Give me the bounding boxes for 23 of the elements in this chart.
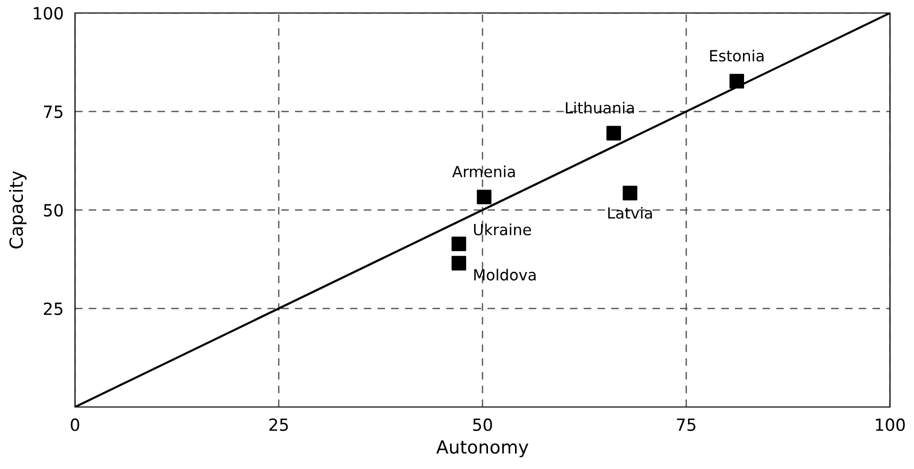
y-tick-label: 50 [44, 204, 63, 217]
annotation: Lithuania [566, 102, 634, 114]
point [729, 74, 744, 88]
x-tick-label: 0 [70, 418, 80, 432]
annotation: Ukraine [474, 224, 531, 236]
point [606, 126, 621, 140]
y-tick-label: 100 [34, 6, 63, 20]
y-tick-label: 25 [44, 302, 62, 316]
point [476, 190, 492, 204]
point [452, 236, 466, 252]
x-tick-label: 100 [876, 418, 905, 432]
y-tick-label: 75 [44, 106, 62, 118]
x-tick-label: 25 [269, 418, 288, 432]
annotation: Estonia [710, 50, 764, 62]
annotation: Moldova [474, 268, 536, 281]
point [452, 256, 466, 270]
point [622, 186, 638, 200]
annotation: Armenia [452, 166, 515, 178]
y-axis-title: Capacity [9, 171, 27, 248]
x-tick-label: 50 [473, 418, 492, 432]
x-axis-title: Autonomy [436, 440, 528, 458]
x-tick-label: 75 [677, 418, 696, 432]
annotation: Latvia [608, 206, 652, 219]
